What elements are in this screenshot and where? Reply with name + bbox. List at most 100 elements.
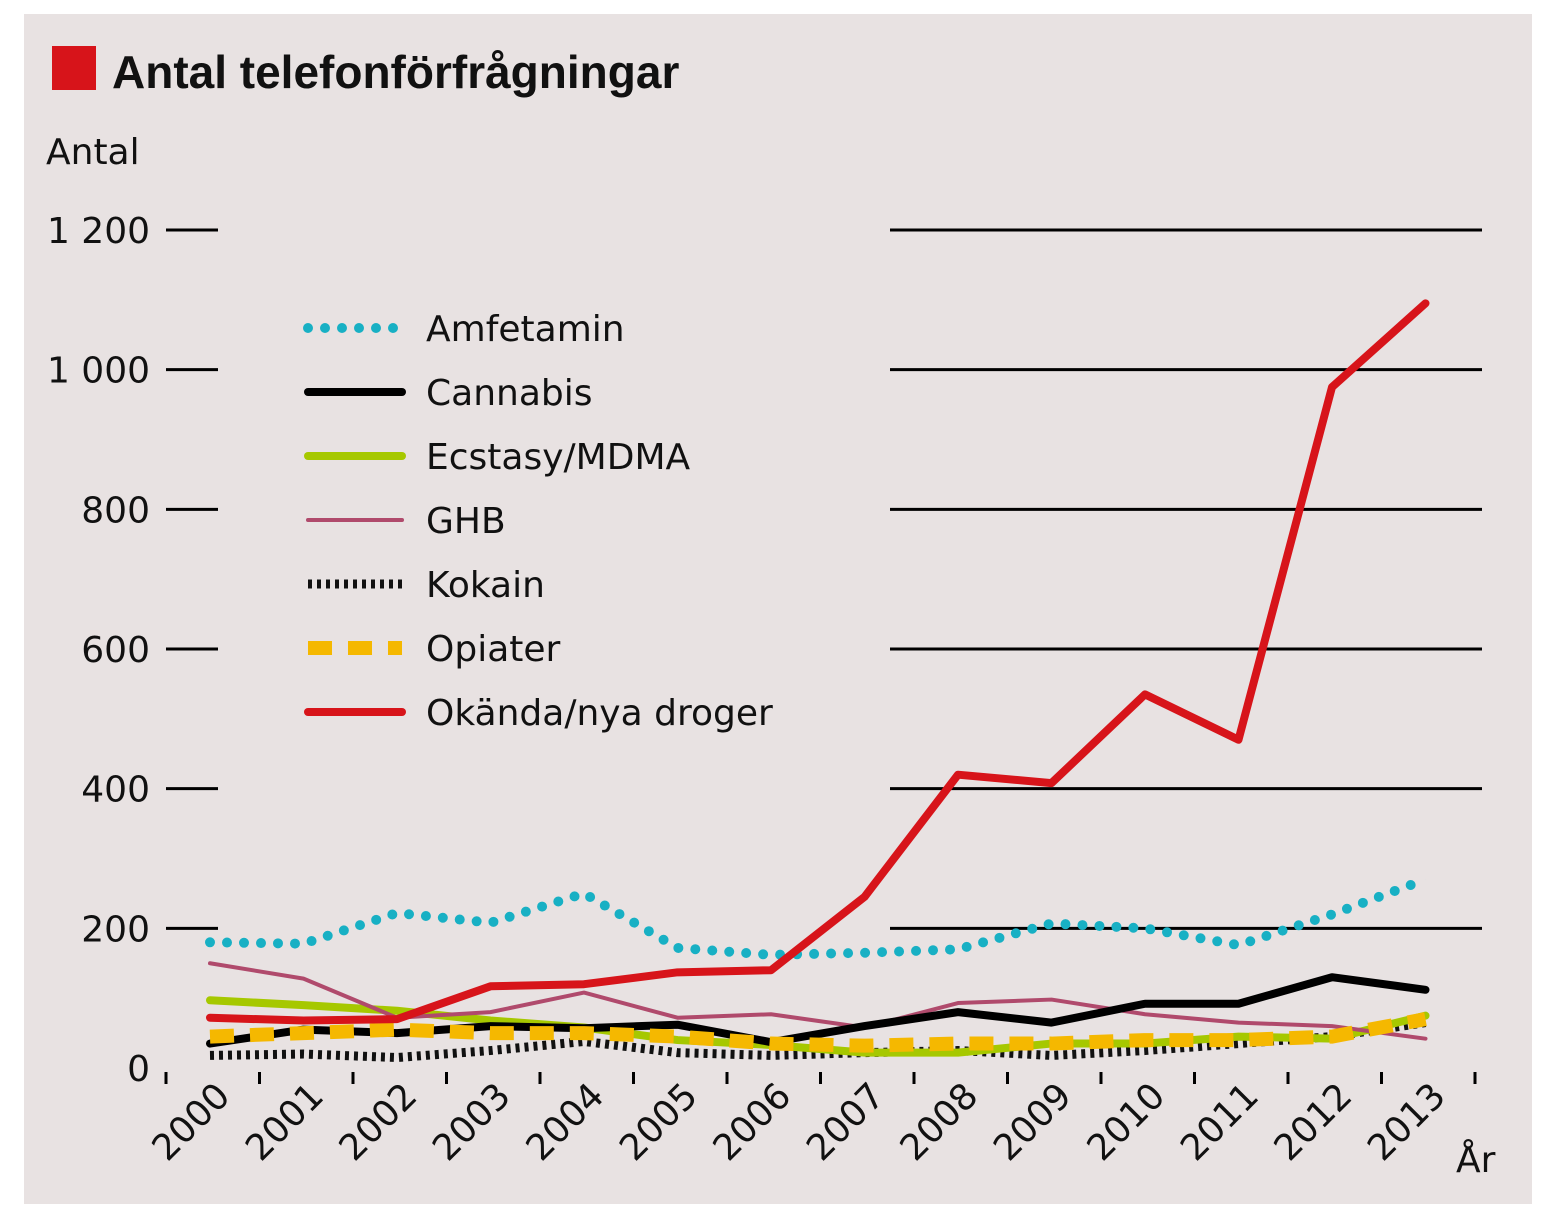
data-point — [677, 1036, 679, 1038]
data-point — [1331, 386, 1333, 388]
data-point — [770, 1043, 772, 1045]
legend-item: Cannabis — [304, 373, 593, 414]
y-axis-label: Antal — [46, 132, 140, 173]
data-point — [770, 1054, 772, 1056]
data-point — [864, 952, 866, 954]
data-point — [1238, 1043, 1240, 1045]
data-point — [1238, 944, 1240, 946]
data-point — [957, 1011, 959, 1013]
x-axis: 2000 2001 2002 2003 2004 2005 2006 2007 2008 2009… — [145, 1072, 1477, 1169]
y-tick-label: 1 000 — [47, 351, 150, 392]
data-point — [209, 962, 211, 964]
data-point — [1425, 878, 1427, 880]
data-point — [864, 1025, 866, 1027]
series-line-opiater — [209, 1012, 1427, 1053]
data-point — [1238, 1022, 1240, 1024]
data-point — [1051, 999, 1053, 1001]
x-tick-label: 2009 — [986, 1075, 1080, 1169]
data-point — [957, 1043, 959, 1045]
y-tick-label: 0 — [127, 1049, 150, 1090]
data-point — [1238, 1036, 1240, 1038]
legend-label: Cannabis — [426, 373, 593, 414]
x-tick-label: 2001 — [238, 1075, 332, 1169]
data-point — [209, 1017, 211, 1019]
legend-label: Opiater — [426, 629, 561, 670]
data-point — [1144, 693, 1146, 695]
data-point — [1144, 1039, 1146, 1041]
data-point — [864, 896, 866, 898]
data-point — [583, 983, 585, 985]
data-point — [396, 1010, 398, 1012]
data-point — [583, 1032, 585, 1034]
data-point — [1425, 1018, 1427, 1020]
x-tick-label: 2010 — [1080, 1075, 1174, 1169]
x-tick-label: 2007 — [799, 1075, 893, 1169]
series-line-amfetamin — [205, 874, 1431, 960]
data-point — [396, 1057, 398, 1059]
data-point — [303, 1032, 305, 1034]
x-tick-label: 2008 — [893, 1075, 987, 1169]
data-point — [1425, 989, 1427, 991]
y-tick-label: 1 200 — [47, 211, 150, 252]
data-point — [677, 947, 679, 949]
data-point — [1425, 302, 1427, 304]
data-point — [1144, 1003, 1146, 1005]
x-tick-label: 2005 — [612, 1075, 706, 1169]
x-tick-label: 2006 — [706, 1075, 800, 1169]
data-point — [209, 941, 211, 943]
data-point — [1051, 1022, 1053, 1024]
data-point — [957, 774, 959, 776]
legend: Amfetamin Cannabis Ecstasy/MDMA GHB Kokain Op… — [303, 309, 773, 734]
data-point — [1051, 782, 1053, 784]
legend-item: Kokain — [308, 565, 545, 606]
data-point — [677, 1017, 679, 1019]
y-tick-label: 600 — [81, 630, 150, 671]
data-point — [677, 971, 679, 973]
chart-title: Antal telefonförfrågningar — [112, 46, 679, 98]
data-point — [490, 922, 492, 924]
data-point — [770, 1013, 772, 1015]
y-axis: 0 200 400 600 800 1 000 1 200 — [47, 211, 218, 1090]
data-point — [1331, 1025, 1333, 1027]
data-point — [957, 948, 959, 950]
data-point — [396, 1032, 398, 1034]
data-point — [1144, 1013, 1146, 1015]
data-point — [1144, 927, 1146, 929]
x-tick-label: 2003 — [425, 1075, 519, 1169]
legend-label: Amfetamin — [426, 309, 625, 350]
legend-label: Okända/nya droger — [426, 693, 773, 734]
legend-item: Opiater — [308, 629, 561, 670]
gridlines — [890, 228, 1482, 930]
y-tick-label: 200 — [81, 909, 150, 950]
data-point — [583, 992, 585, 994]
data-point — [770, 969, 772, 971]
data-point — [490, 985, 492, 987]
data-point — [209, 1054, 211, 1056]
data-point — [1238, 1003, 1240, 1005]
data-point — [1331, 1036, 1333, 1038]
data-point — [396, 1029, 398, 1031]
data-point — [490, 1032, 492, 1034]
x-tick-label: 2002 — [332, 1075, 426, 1169]
x-tick-label: 2004 — [519, 1075, 613, 1169]
data-point — [1144, 1050, 1146, 1052]
data-point — [209, 999, 211, 1001]
legend-item: Ecstasy/MDMA — [304, 437, 691, 478]
data-point — [303, 1004, 305, 1006]
data-point — [396, 1018, 398, 1020]
data-point — [677, 1024, 679, 1026]
data-point — [1238, 739, 1240, 741]
data-point — [1331, 976, 1333, 978]
data-point — [1051, 922, 1053, 924]
data-point — [677, 1052, 679, 1054]
data-point — [864, 1045, 866, 1047]
legend-label: Ecstasy/MDMA — [426, 437, 691, 478]
data-point — [303, 1020, 305, 1022]
x-axis-label: År — [1456, 1138, 1496, 1181]
y-tick-label: 400 — [81, 770, 150, 811]
data-point — [1238, 1039, 1240, 1041]
legend-item: Okända/nya droger — [304, 693, 773, 734]
data-point — [209, 1036, 211, 1038]
line-chart: Antal telefonförfrågningar Antal År 0200… — [46, 46, 1496, 1181]
x-tick-label: 2000 — [145, 1075, 239, 1169]
